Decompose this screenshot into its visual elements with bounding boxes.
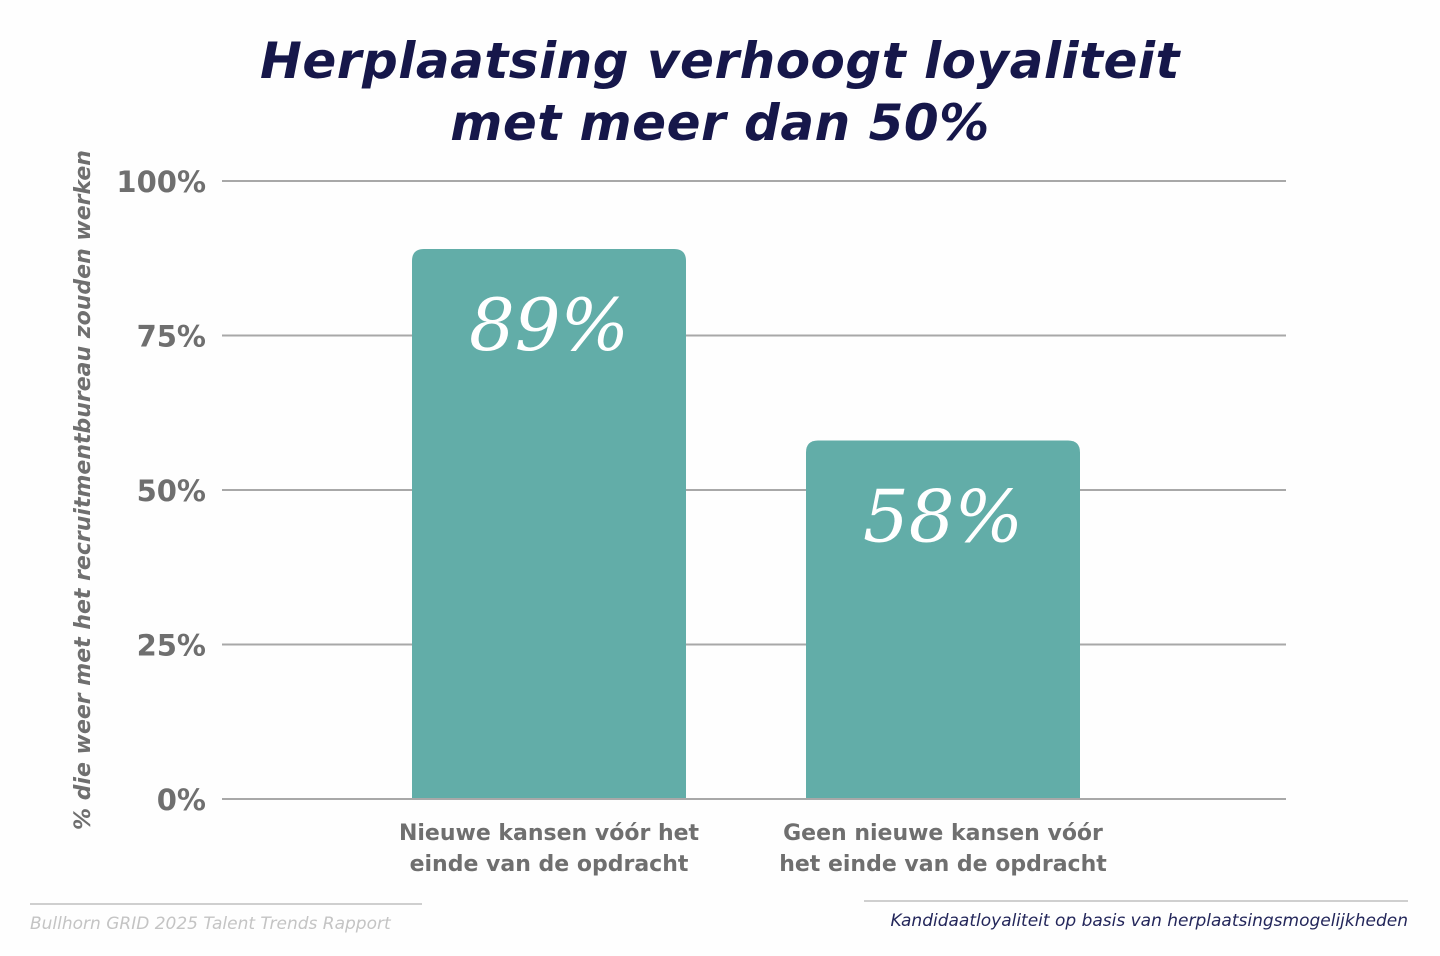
data-label: 89% bbox=[469, 283, 629, 367]
y-tick-label: 0% bbox=[157, 783, 206, 817]
footer-left-divider bbox=[30, 903, 422, 905]
y-tick-label: 50% bbox=[137, 474, 206, 508]
y-axis-label: % die weer met het recruitmentbureau zou… bbox=[71, 150, 96, 830]
y-tick-label: 100% bbox=[116, 165, 206, 199]
y-tick-label: 25% bbox=[137, 629, 206, 663]
chart-title-line-1: Herplaatsing verhoogt loyaliteit bbox=[260, 32, 1180, 90]
x-tick-label: einde van de opdracht bbox=[410, 852, 689, 877]
bar bbox=[806, 440, 1080, 799]
data-label: 58% bbox=[863, 475, 1023, 559]
footer-caption: Kandidaatloyaliteit op basis van herplaa… bbox=[890, 911, 1408, 931]
y-tick-label: 75% bbox=[137, 320, 206, 354]
x-tick-label: het einde van de opdracht bbox=[779, 852, 1107, 877]
chart-title-line-2: met meer dan 50% bbox=[450, 94, 990, 152]
chart-title: Herplaatsing verhoogt loyaliteit met mee… bbox=[0, 30, 1440, 154]
footer-right-divider bbox=[864, 900, 1408, 902]
x-tick-label: Geen nieuwe kansen vóór bbox=[783, 821, 1103, 846]
x-tick-label: Nieuwe kansen vóór het bbox=[399, 821, 700, 846]
footer-source: Bullhorn GRID 2025 Talent Trends Rapport bbox=[30, 914, 391, 934]
bar bbox=[412, 248, 686, 800]
